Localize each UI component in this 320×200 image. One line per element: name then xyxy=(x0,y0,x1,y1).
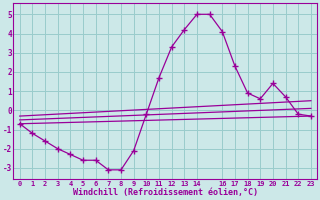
X-axis label: Windchill (Refroidissement éolien,°C): Windchill (Refroidissement éolien,°C) xyxy=(73,188,258,197)
